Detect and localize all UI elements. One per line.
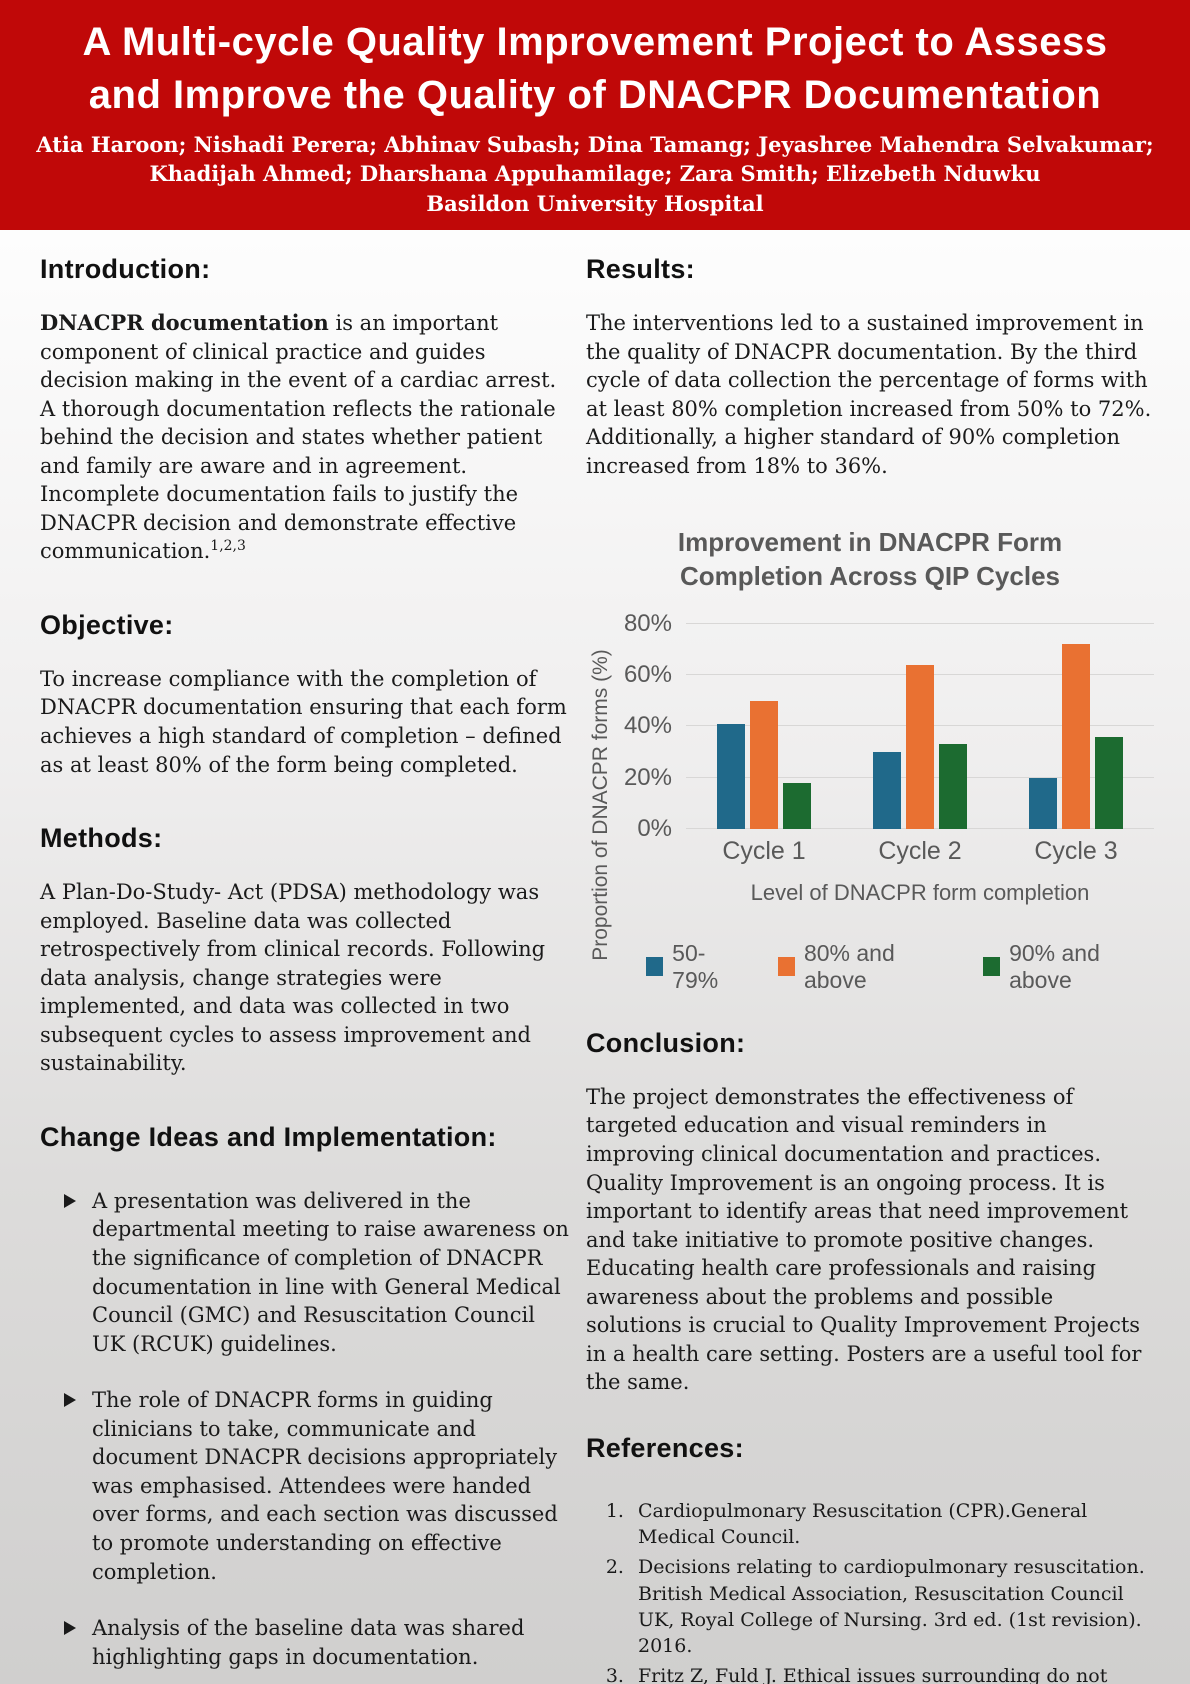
legend-label: 90% and above: [1009, 939, 1100, 993]
section-references: References: Cardiopulmonary Resuscitatio…: [586, 1433, 1154, 1684]
chart-body: Proportion of DNACPR forms (%) 0% 20% 40% 6…: [586, 610, 1154, 994]
legend-swatch-icon: [646, 957, 664, 977]
y-tick-label: 80%: [623, 609, 672, 637]
introduction-text: is an important component of clinical pr…: [40, 311, 557, 564]
plot-column: 0% 20% 40% 60% 80% Cycle 1 Cycle 2 Cycle 3 Lev…: [616, 610, 1154, 994]
y-tick-label: 60%: [623, 661, 672, 689]
affiliation: Basildon University Hospital: [426, 191, 764, 217]
chart-plot: 0% 20% 40% 60% 80%: [624, 610, 1154, 842]
bar-50-79-: [1029, 777, 1057, 829]
arrow-bullet-icon: [64, 1393, 76, 1408]
poster-title-line1: A Multi-cycle Quality Improvement Projec…: [82, 20, 1108, 64]
introduction-lead: DNACPR documentation: [40, 310, 329, 335]
header-banner: A Multi-cycle Quality Improvement Projec…: [0, 0, 1190, 230]
conclusion-heading: Conclusion:: [586, 1027, 746, 1058]
objective-heading: Objective:: [40, 609, 174, 640]
legend-label: 80% and above: [803, 939, 895, 993]
introduction-citations: 1,2,3: [210, 538, 246, 555]
chart-legend: 50-79% 80% and above 90% and above: [646, 940, 1154, 994]
poster-body: Introduction: DNACPR documentation is an…: [0, 230, 1190, 1684]
bar-50-79-: [717, 723, 745, 829]
x-category-label: Cycle 1: [722, 836, 806, 865]
legend-item: 90% and above: [982, 939, 1154, 994]
y-tick-label: 40%: [623, 712, 672, 740]
bar-80-and-above: [750, 700, 778, 829]
bullet-text: A presentation was delivered in the depa…: [92, 1188, 569, 1356]
results-paragraph: The interventions led to a sustained imp…: [586, 311, 1152, 478]
bar-group: [1029, 624, 1123, 829]
gridline: [686, 622, 1154, 624]
y-tick-label: 20%: [623, 763, 672, 791]
bullet-text: Analysis of the baseline data was shared…: [92, 1616, 525, 1669]
section-methods: Methods: A Plan-Do-Study- Act (PDSA) met…: [40, 823, 570, 1078]
section-conclusion: Conclusion: The project demonstrates the…: [586, 1028, 1154, 1397]
section-change-ideas: Change Ideas and Implementation: A prese…: [40, 1122, 570, 1684]
arrow-bullet-icon: [64, 1193, 76, 1208]
reference-item: Decisions relating to cardiopulmonary re…: [630, 1554, 1154, 1659]
section-objective: Objective: To increase compliance with t…: [40, 610, 570, 779]
y-axis-label: Proportion of DNACPR forms (%): [589, 649, 612, 961]
poster-title: A Multi-cycle Quality Improvement Projec…: [0, 16, 1190, 122]
results-heading: Results:: [586, 254, 695, 284]
left-column: Introduction: DNACPR documentation is an…: [40, 254, 570, 1684]
bar-group: [717, 624, 811, 829]
bar-90-and-above: [939, 744, 967, 829]
x-category-label: Cycle 3: [1034, 836, 1118, 865]
authors: Atia Haroon; Nishadi Perera; Abhinav Sub…: [0, 131, 1190, 189]
bar-50-79-: [873, 752, 901, 829]
y-axis-label-wrap: Proportion of DNACPR forms (%): [586, 616, 616, 994]
list-item: The role of DNACPR forms in guiding clin…: [64, 1386, 570, 1586]
legend-label: 50-79%: [672, 939, 719, 993]
change-ideas-heading: Change Ideas and Implementation:: [40, 1121, 497, 1152]
chart-title: Improvement in DNACPR Form Completion Ac…: [677, 527, 1063, 592]
bar-groups: [686, 624, 1154, 829]
list-item: A presentation was delivered in the depa…: [64, 1187, 570, 1358]
section-results: Results: The interventions led to a sust…: [586, 254, 1154, 480]
legend-item: 50-79%: [646, 940, 744, 994]
bar-group: [873, 624, 967, 829]
poster-title-line2: and Improve the Quality of DNACPR Docume…: [88, 73, 1102, 118]
authors-line1: Atia Haroon; Nishadi Perera; Abhinav Sub…: [36, 132, 1154, 158]
arrow-bullet-icon: [64, 1621, 76, 1636]
right-column: Results: The interventions led to a sust…: [586, 254, 1154, 1684]
references-list: Cardiopulmonary Resuscitation (CPR).Gene…: [590, 1498, 1154, 1684]
objective-paragraph: To increase compliance with the completi…: [40, 666, 567, 777]
y-tick-label: 0%: [637, 814, 672, 842]
reference-item: Fritz Z, Fuld J. Ethical issues surround…: [630, 1663, 1154, 1684]
x-category-label: Cycle 2: [878, 836, 962, 865]
x-axis-label: Level of DNACPR form completion: [750, 879, 1090, 905]
x-category-labels: Cycle 1 Cycle 2 Cycle 3: [686, 837, 1154, 866]
reference-item: Cardiopulmonary Resuscitation (CPR).Gene…: [630, 1498, 1154, 1550]
legend-item: 80% and above: [777, 939, 949, 994]
results-bar-chart: Improvement in DNACPR Form Completion Ac…: [586, 526, 1154, 994]
change-ideas-list: A presentation was delivered in the depa…: [40, 1187, 570, 1684]
authors-line2: Khadijah Ahmed; Dharshana Appuhamilage; …: [149, 161, 1041, 187]
introduction-paragraph: DNACPR documentation is an important com…: [40, 309, 570, 566]
methods-paragraph: A Plan-Do-Study- Act (PDSA) methodology …: [40, 880, 546, 1076]
references-heading: References:: [586, 1432, 744, 1463]
conclusion-paragraph: The project demonstrates the effectivene…: [586, 1084, 1142, 1395]
bar-90-and-above: [1095, 736, 1123, 829]
legend-swatch-icon: [982, 957, 1001, 977]
legend-swatch-icon: [777, 957, 795, 977]
introduction-heading: Introduction:: [40, 254, 211, 284]
bar-80-and-above: [906, 664, 934, 829]
methods-heading: Methods:: [40, 823, 163, 854]
section-introduction: Introduction: DNACPR documentation is an…: [40, 254, 570, 566]
bar-90-and-above: [783, 782, 811, 829]
bar-80-and-above: [1062, 644, 1090, 829]
list-item: Analysis of the baseline data was shared…: [64, 1614, 570, 1671]
bullet-text: The role of DNACPR forms in guiding clin…: [92, 1388, 558, 1584]
